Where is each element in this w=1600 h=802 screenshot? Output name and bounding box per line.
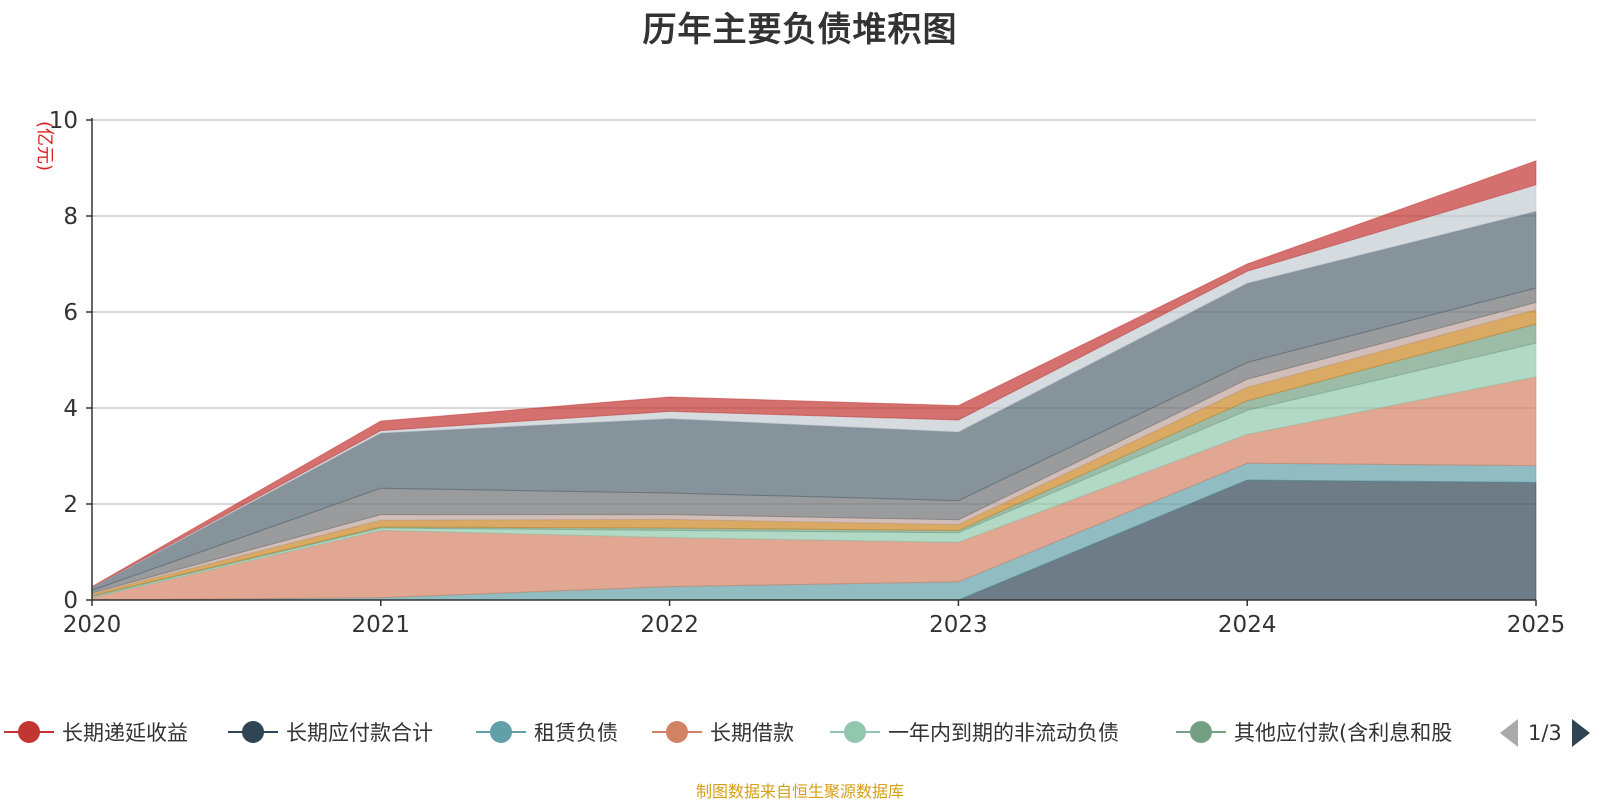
legend-label: 租赁负债: [534, 721, 618, 745]
y-tick-label: 6: [63, 300, 78, 326]
legend: 长期递延收益 长期应付款合计 租赁负债 长期借款 一年内到期的非流动负债 其他应付款(含利…: [0, 712, 1600, 752]
axes: 0 2 4 6 8 10 2020 2021 2022 2023 2024 2025: [49, 108, 1566, 638]
area-series: [91, 160, 1537, 601]
y-axis-unit-label: (亿元): [34, 121, 55, 171]
legend-item[interactable]: 其他应付款(含利息和股: [1176, 712, 1452, 752]
area-series-11[interactable]: [91, 160, 1537, 588]
legend-item[interactable]: 长期递延收益: [4, 712, 188, 752]
legend-label: 长期应付款合计: [286, 721, 433, 745]
legend-prev-icon[interactable]: [1500, 719, 1518, 747]
legend-item[interactable]: 长期借款: [652, 712, 794, 752]
legend-pager: 1/3: [1500, 718, 1590, 748]
legend-next-icon[interactable]: [1571, 719, 1590, 747]
legend-label: 长期借款: [710, 721, 794, 745]
legend-item[interactable]: 租赁负债: [476, 712, 618, 752]
x-tick-label: 2021: [352, 612, 411, 638]
legend-marker-icon: [476, 717, 526, 747]
x-tick-label: 2025: [1507, 612, 1566, 638]
legend-marker-icon: [652, 717, 702, 747]
legend-label: 一年内到期的非流动负债: [888, 721, 1119, 745]
y-tick-label: 2: [63, 492, 78, 518]
legend-marker-icon: [228, 717, 278, 747]
x-tick-label: 2023: [929, 612, 988, 638]
y-tick-label: 10: [49, 108, 78, 134]
x-tick-label: 2022: [640, 612, 699, 638]
legend-marker-icon: [1176, 717, 1226, 747]
legend-label: 长期递延收益: [62, 721, 188, 745]
legend-item[interactable]: 一年内到期的非流动负债: [830, 712, 1119, 752]
legend-item[interactable]: 长期应付款合计: [228, 712, 433, 752]
y-tick-label: 4: [63, 396, 78, 422]
chart-title: 历年主要负债堆积图: [642, 10, 958, 50]
y-tick-label: 8: [63, 204, 78, 230]
x-tick-label: 2024: [1218, 612, 1277, 638]
legend-page-indicator: 1/3: [1528, 721, 1562, 745]
legend-label: 其他应付款(含利息和股: [1234, 721, 1453, 745]
legend-marker-icon: [830, 717, 880, 747]
y-tick-label: 0: [63, 588, 78, 614]
source-note: 制图数据来自恒生聚源数据库: [695, 782, 904, 801]
chart-area: 0 2 4 6 8 10 2020 2021 2022 2023 2024 2025 (亿元): [34, 108, 1566, 638]
legend-marker-icon: [4, 717, 54, 747]
x-tick-label: 2020: [63, 612, 122, 638]
